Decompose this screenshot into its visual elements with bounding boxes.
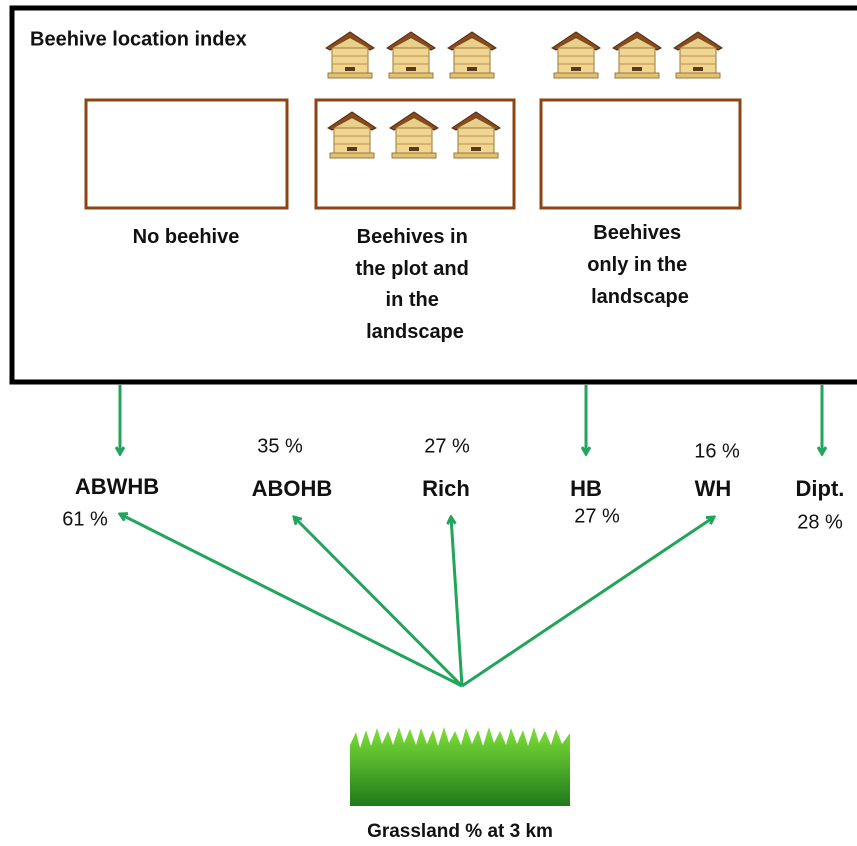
label-line: No beehive xyxy=(133,226,240,248)
node-label: ABWHB xyxy=(75,474,159,499)
label-line: landscape xyxy=(591,286,689,308)
node-label: Dipt. xyxy=(796,476,845,501)
node-label: ABOHB xyxy=(252,476,333,501)
label-line: landscape xyxy=(366,321,464,343)
node-label: WH xyxy=(695,476,732,501)
source-label: Grassland % at 3 km xyxy=(367,821,553,842)
label-line: Beehives xyxy=(593,222,681,244)
node-label: HB xyxy=(570,476,602,501)
node-percent: 27 % xyxy=(574,505,620,527)
node-percent: 27 % xyxy=(424,435,470,457)
diagram: Beehive location index No beehive Beehiv… xyxy=(0,0,857,846)
title: Beehive location index xyxy=(30,28,247,50)
label-line: only in the xyxy=(587,254,687,276)
box-label: No beehive xyxy=(133,226,240,248)
node-percent: 16 % xyxy=(694,440,740,462)
box-label: Beehives only in the landscape xyxy=(587,222,693,308)
node-label: Rich xyxy=(422,476,470,501)
grass-icon xyxy=(350,727,570,806)
arrows xyxy=(120,385,822,686)
node-percent: 28 % xyxy=(797,511,843,533)
label-line: in the xyxy=(386,289,439,311)
node-percent: 35 % xyxy=(257,435,303,457)
label-line: Beehives in xyxy=(357,226,468,248)
label-line: the plot and xyxy=(356,258,469,280)
node-percent: 61 % xyxy=(62,508,108,530)
